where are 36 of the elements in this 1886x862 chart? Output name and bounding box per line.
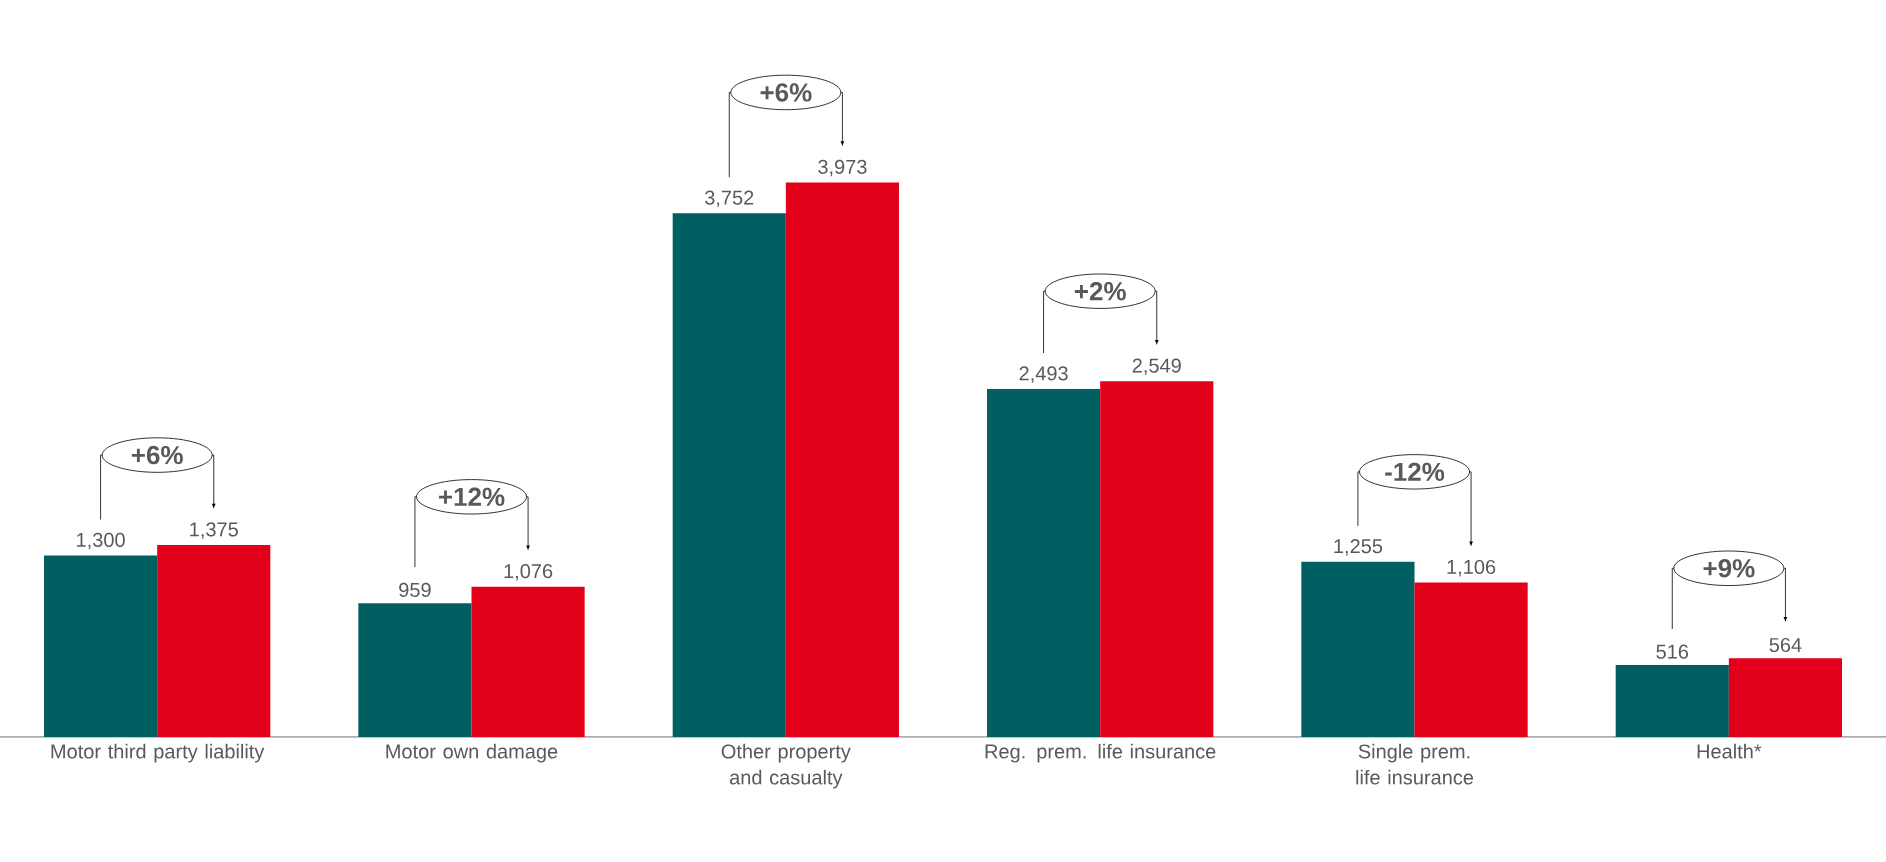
x-tick-label: Health* <box>1697 743 1762 759</box>
bar <box>157 545 271 737</box>
bar <box>471 586 585 737</box>
annotation: +12% <box>438 487 505 506</box>
data-label: 2,549 <box>1132 358 1181 376</box>
x-tick-label: Motor own damage <box>386 743 558 763</box>
bar <box>1301 561 1415 737</box>
data-label: 1,255 <box>1334 539 1383 556</box>
data-label: 3,973 <box>818 159 867 177</box>
bar <box>1100 381 1214 737</box>
bar <box>1615 664 1729 737</box>
bar <box>672 213 786 737</box>
bar <box>44 555 158 737</box>
bar <box>358 603 472 737</box>
data-label: 2,493 <box>1019 366 1068 383</box>
data-label: 516 <box>1656 644 1689 659</box>
data-label: 3,752 <box>705 190 754 208</box>
bar <box>1414 582 1528 737</box>
data-label: 1,300 <box>77 532 125 550</box>
data-label: 959 <box>399 582 431 597</box>
annotation: -12% <box>1385 462 1445 481</box>
x-tick-label: Single prem. life insurance <box>1356 743 1474 785</box>
annotation: +9% <box>1703 559 1755 578</box>
annotation: +2% <box>1074 282 1126 301</box>
x-tick-label: Motor third party liability <box>51 743 265 763</box>
bar <box>785 182 899 737</box>
data-label: 1,375 <box>190 522 238 539</box>
data-label: 564 <box>1769 637 1802 653</box>
data-label: 1,106 <box>1447 559 1496 577</box>
bar <box>987 389 1101 737</box>
text: +6% <box>760 83 812 102</box>
bar <box>1728 658 1842 737</box>
x-tick-label: Other property and casualty <box>721 743 851 789</box>
annotation: +6% <box>131 445 183 465</box>
x-tick-label: Reg. prem. life insurance <box>985 743 1216 763</box>
data-label: 1,076 <box>504 564 553 581</box>
